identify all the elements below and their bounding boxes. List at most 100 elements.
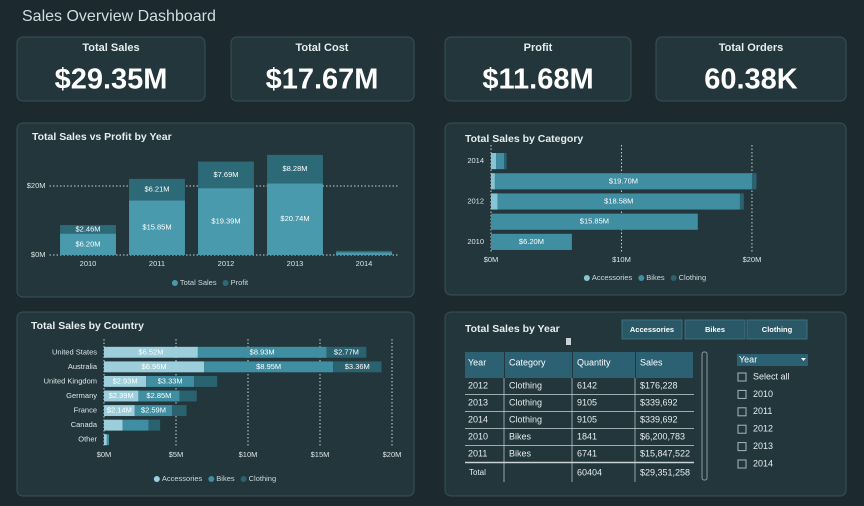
data-label: $2.85M: [146, 391, 171, 400]
legend-label: Total Sales: [180, 278, 217, 287]
icon: [566, 338, 571, 345]
slicer-option[interactable]: Select all: [753, 371, 790, 381]
bar: [122, 419, 149, 431]
bar: [146, 375, 195, 387]
filter-button[interactable]: [684, 319, 746, 340]
table-cell: $339,692: [640, 414, 678, 424]
slicer-option[interactable]: 2014: [753, 458, 773, 468]
data-label: $6.52M: [138, 347, 163, 356]
data-label: $6.21M: [144, 185, 169, 194]
bar: [504, 153, 507, 170]
table-cell: 9105: [577, 414, 597, 424]
bar: [494, 173, 752, 190]
button-label[interactable]: Clothing: [762, 325, 793, 334]
x-tick-label: $15M: [311, 450, 330, 459]
header-cell: [636, 352, 693, 378]
header-cell: [465, 352, 504, 378]
bar: [204, 361, 334, 373]
data-label: $8.28M: [282, 164, 307, 173]
y-tick-label: France: [74, 406, 97, 415]
table-cell: 6741: [577, 448, 597, 458]
bar: [491, 173, 495, 190]
data-label: $6.20M: [75, 239, 100, 248]
kpi-label: Profit: [524, 42, 553, 54]
bar: [739, 193, 744, 210]
x-tick-label: $10M: [239, 450, 258, 459]
slicer-option[interactable]: 2013: [753, 441, 773, 451]
x-tick-label: $20M: [383, 450, 402, 459]
kpi-label: Total Orders: [719, 42, 784, 54]
legend-label: Bikes: [216, 474, 235, 483]
kpi-value: $17.67M: [266, 64, 379, 96]
table-cell: 2011: [468, 448, 487, 458]
x-tick-label: $0M: [97, 450, 112, 459]
kpi-label: Total Sales: [82, 42, 139, 54]
scrollbar: [701, 351, 708, 481]
kpi-label: Total Cost: [296, 42, 349, 54]
bar: [267, 154, 323, 184]
checkbox[interactable]: [737, 372, 747, 382]
data-label: $2.39M: [109, 391, 134, 400]
bar: [326, 346, 367, 358]
table-cell: Bikes: [509, 448, 532, 458]
bar: [148, 419, 161, 431]
checkbox[interactable]: [737, 442, 747, 452]
bar: [751, 173, 757, 190]
bar: [104, 390, 139, 402]
filter-button[interactable]: [746, 319, 808, 340]
slicer-option[interactable]: 2011: [753, 406, 772, 416]
kpi-value: $11.68M: [482, 64, 593, 96]
y-tick-label: 2010: [467, 237, 484, 246]
bar: [138, 390, 180, 402]
column-header: Quantity: [577, 357, 611, 367]
chart-title: Total Sales by Category: [465, 133, 583, 145]
total-cell: $29,351,258: [640, 467, 690, 477]
bar: [60, 225, 116, 234]
data-label: $15.85M: [580, 217, 609, 226]
bar: [198, 188, 254, 255]
checkbox[interactable]: [737, 424, 747, 434]
legend-marker: [153, 476, 160, 482]
data-label: $15.85M: [142, 223, 171, 232]
data-label: $19.39M: [211, 217, 240, 226]
chart-title: Total Sales vs Profit by Year: [32, 131, 172, 143]
data-label: $20.74M: [280, 214, 309, 223]
data-label: $6.20M: [519, 237, 544, 246]
legend-marker: [670, 275, 677, 281]
table-cell: 2014: [468, 414, 488, 424]
table-title: Total Sales by Year: [465, 323, 560, 335]
checkbox[interactable]: [737, 407, 747, 417]
bar: [198, 161, 254, 189]
table-cell: $176,228: [640, 380, 678, 390]
column-header: Category: [509, 357, 546, 367]
slicer-option[interactable]: 2010: [753, 389, 773, 399]
legend-marker: [171, 280, 178, 286]
header-cell: [573, 352, 635, 378]
column-header: Sales: [640, 357, 663, 367]
x-tick-label: $20M: [743, 255, 762, 264]
kpi-card: [655, 36, 847, 102]
legend-label: Clothing: [249, 474, 277, 483]
table-cell: Clothing: [509, 380, 542, 390]
bar: [104, 375, 147, 387]
filter-button[interactable]: [621, 319, 683, 340]
checkbox[interactable]: [737, 389, 747, 399]
button-label[interactable]: Bikes: [705, 325, 725, 334]
data-label: $8.95M: [256, 362, 281, 371]
table-cell: 1841: [577, 431, 597, 441]
bar: [104, 434, 107, 446]
legend-label: Accessories: [592, 273, 633, 282]
table-cell: 9105: [577, 397, 597, 407]
button-label[interactable]: Accessories: [630, 325, 674, 334]
checkbox[interactable]: [737, 459, 747, 469]
data-label: $2.59M: [141, 406, 166, 415]
kpi-value: 60.38K: [704, 64, 798, 96]
data-label: $2.93M: [113, 376, 138, 385]
legend-marker: [240, 476, 247, 482]
slicer-title: Year: [739, 354, 757, 364]
slicer-option[interactable]: 2012: [753, 424, 773, 434]
bar: [197, 346, 327, 358]
bar: [497, 193, 740, 210]
bar: [179, 390, 197, 402]
table-cell: $339,692: [640, 397, 678, 407]
